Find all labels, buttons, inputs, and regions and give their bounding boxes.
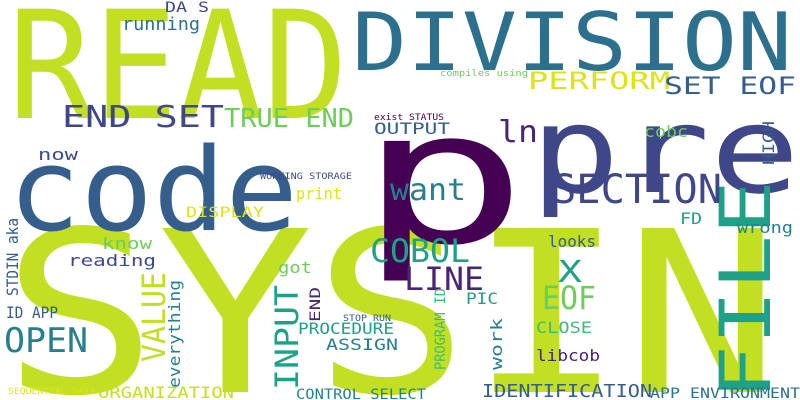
word-stop-run: STOP RUN <box>343 314 391 324</box>
word-organization: ORGANIZATION <box>98 383 234 400</box>
word-identification: IDENTIFICATION <box>482 381 652 400</box>
word-stdin-aka: STDIN aka <box>3 218 22 296</box>
word-x: X <box>558 255 582 290</box>
word-true-end: TRUE END <box>224 104 354 134</box>
word-open: OPEN <box>4 321 88 361</box>
word-looks: looks <box>548 232 596 251</box>
word-line: LINE <box>404 260 484 298</box>
word-perform: PERFORM <box>528 67 670 95</box>
word-work: work <box>487 318 506 370</box>
word-set-eof: SET EOF <box>664 72 796 100</box>
word-da-s: DA S <box>165 0 209 16</box>
word-app-environment: APP ENVIRONMENT <box>650 386 800 400</box>
word-assign: ASSIGN <box>326 335 398 354</box>
word-program-id: PROGRAM ID <box>433 288 449 370</box>
word-eof: EOF <box>542 279 596 317</box>
word-sysin: SYSIN <box>2 184 780 400</box>
word-working-storage: WORKING STORAGE <box>260 172 352 182</box>
word-control-select: CONTROL SELECT <box>296 387 427 400</box>
word-print: print <box>296 184 342 203</box>
word-value: VALUE <box>135 272 173 362</box>
word-id-app: ID APP <box>6 303 58 322</box>
word-read: READ <box>8 0 348 154</box>
word-output: OUTPUT <box>374 119 450 138</box>
word-libcob: libcob <box>536 346 600 365</box>
word-want: want <box>390 173 466 208</box>
word-running: running <box>122 14 200 35</box>
word-cobol: COBOL <box>370 232 470 270</box>
word-input: INPUT <box>268 285 306 390</box>
word-division: DIVISION <box>352 0 792 89</box>
word-code: code <box>8 124 298 258</box>
word-display: DISPLAY <box>186 205 265 221</box>
word-now: now <box>38 145 78 164</box>
word-sequential-data: SEQUENTIAL DATA <box>8 387 97 397</box>
word-ln: ln <box>498 115 538 150</box>
word-end-set: END SET <box>62 100 224 135</box>
word-end: END <box>308 287 324 322</box>
word-pre: pre <box>530 82 800 221</box>
word-reading: reading <box>68 251 156 270</box>
word-high: HIGH <box>759 121 778 165</box>
word-exist-status: exist STATUS <box>374 113 444 123</box>
word-p: p <box>358 70 528 286</box>
word-close: CLOSE <box>536 318 592 337</box>
word-pic: PIC <box>466 289 498 308</box>
word-everything: everything <box>165 280 184 388</box>
word-compiles-using: compiles using <box>440 69 528 79</box>
word-wrong: wrong <box>737 218 793 237</box>
word-file: FILE <box>705 180 787 400</box>
word-got: got <box>278 258 312 277</box>
word-procedure: PROCEDURE <box>298 319 394 338</box>
word-cobc: cobc <box>644 122 688 141</box>
word-know: know <box>102 234 152 253</box>
word-section: SECTION <box>552 167 722 213</box>
word-fd: FD <box>680 209 702 228</box>
